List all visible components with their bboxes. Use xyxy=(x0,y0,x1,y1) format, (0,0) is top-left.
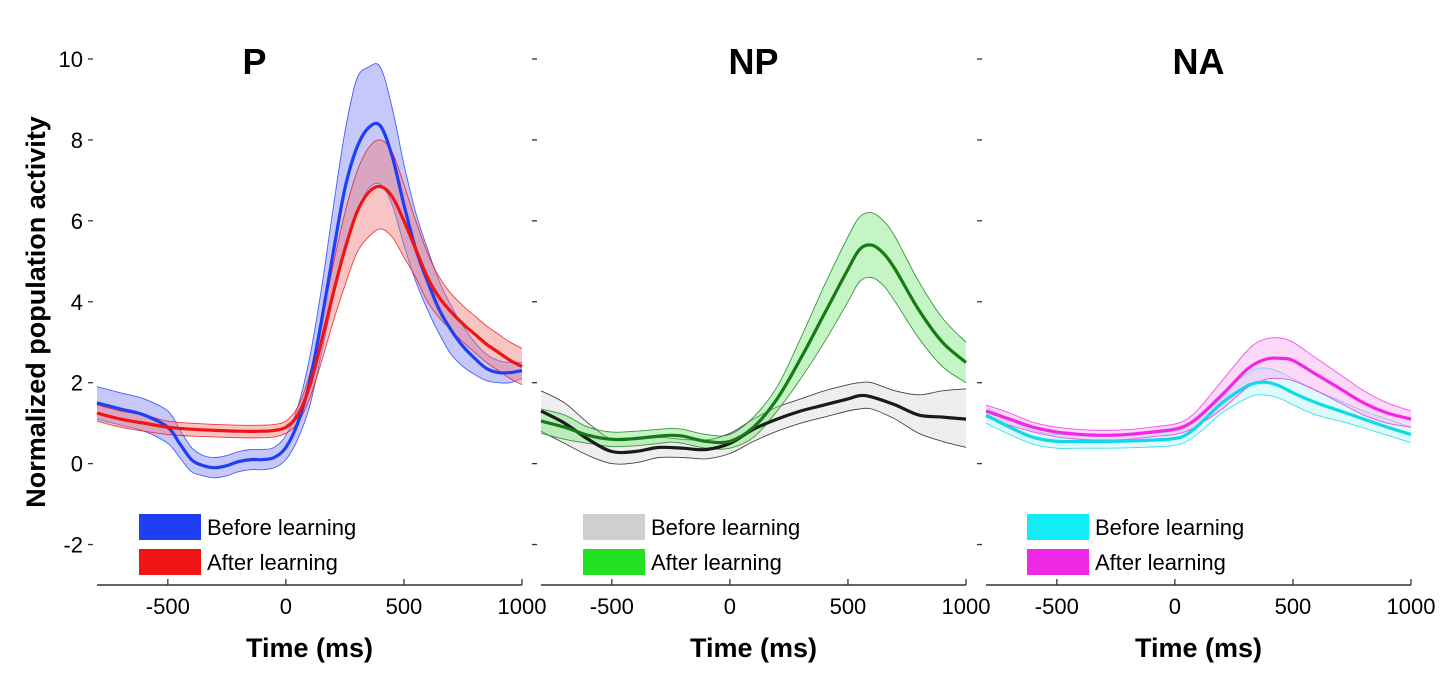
y-tick-label: 2 xyxy=(71,371,83,396)
series-line xyxy=(985,356,1412,437)
confidence-band xyxy=(97,63,522,478)
legend-label: After learning xyxy=(207,550,338,575)
x-axis-title: Time (ms) xyxy=(246,633,373,663)
series-line xyxy=(96,121,523,470)
confidence-band xyxy=(541,212,966,450)
x-tick-label: -500 xyxy=(146,594,190,619)
legend-swatch xyxy=(583,514,645,540)
panel-title: NP xyxy=(728,41,778,82)
band-lower-edge xyxy=(985,394,1412,449)
confidence-band xyxy=(986,337,1411,441)
series-line xyxy=(985,380,1412,444)
legend-swatch xyxy=(139,549,201,575)
confidence-band xyxy=(541,382,966,465)
legend-swatch xyxy=(583,549,645,575)
band-lower-edge xyxy=(985,377,1412,441)
x-tick-label: -500 xyxy=(590,594,634,619)
band-upper-edge xyxy=(96,139,523,426)
legend-swatch xyxy=(139,514,201,540)
x-tick-label: 500 xyxy=(386,594,423,619)
panels: P -2 0 2 4 6 8 10 -500 0 500 1000 Time (ms) Before le… xyxy=(59,41,1436,663)
x-tick-label: 500 xyxy=(830,594,867,619)
x-tick-label: 500 xyxy=(1275,594,1312,619)
confidence-band xyxy=(97,139,522,438)
y-axis-title: Normalized population activity xyxy=(21,116,51,508)
x-axis-title: Time (ms) xyxy=(1135,633,1262,663)
x-axis-title: Time (ms) xyxy=(690,633,817,663)
band-upper-edge xyxy=(540,212,967,437)
x-tick-label: 1000 xyxy=(1387,594,1436,619)
panel-np: NP -500 0 500 1000 Time (ms) Before learning Af… xyxy=(532,41,990,663)
legend-label: After learning xyxy=(651,550,782,575)
y-tick-label: 8 xyxy=(71,128,83,153)
band-lower-edge xyxy=(96,182,523,479)
legend-swatch xyxy=(1027,514,1089,540)
y-tick-label: -2 xyxy=(63,533,83,558)
y-tick-label: 6 xyxy=(71,209,83,234)
legend-label: Before learning xyxy=(207,515,356,540)
band-upper-edge xyxy=(96,63,523,458)
x-tick-label: 0 xyxy=(1169,594,1181,619)
legend-label: Before learning xyxy=(651,515,800,540)
legend-label: After learning xyxy=(1095,550,1226,575)
band-lower-edge xyxy=(540,407,967,465)
x-tick-label: -500 xyxy=(1035,594,1079,619)
panel-na: NA -500 0 500 1000 Time (ms) Before learning Af… xyxy=(977,41,1435,663)
band-lower-edge xyxy=(96,228,523,439)
series-line xyxy=(540,243,968,445)
band-upper-edge xyxy=(985,337,1412,431)
series-line xyxy=(96,184,523,433)
panel-p: P -2 0 2 4 6 8 10 -500 0 500 1000 Time (ms) Before le… xyxy=(59,41,547,663)
panel-title: NA xyxy=(1173,41,1225,82)
x-tick-label: 0 xyxy=(724,594,736,619)
x-tick-label: 1000 xyxy=(498,594,547,619)
confidence-band xyxy=(986,367,1411,449)
x-tick-label: 1000 xyxy=(942,594,991,619)
y-tick-label: 4 xyxy=(71,290,83,315)
y-tick-label: 10 xyxy=(59,47,83,72)
series-line xyxy=(540,393,967,455)
legend-swatch xyxy=(1027,549,1089,575)
y-tick-label: 0 xyxy=(71,452,83,477)
legend-label: Before learning xyxy=(1095,515,1244,540)
x-tick-label: 0 xyxy=(280,594,292,619)
panel-title: P xyxy=(242,41,266,82)
